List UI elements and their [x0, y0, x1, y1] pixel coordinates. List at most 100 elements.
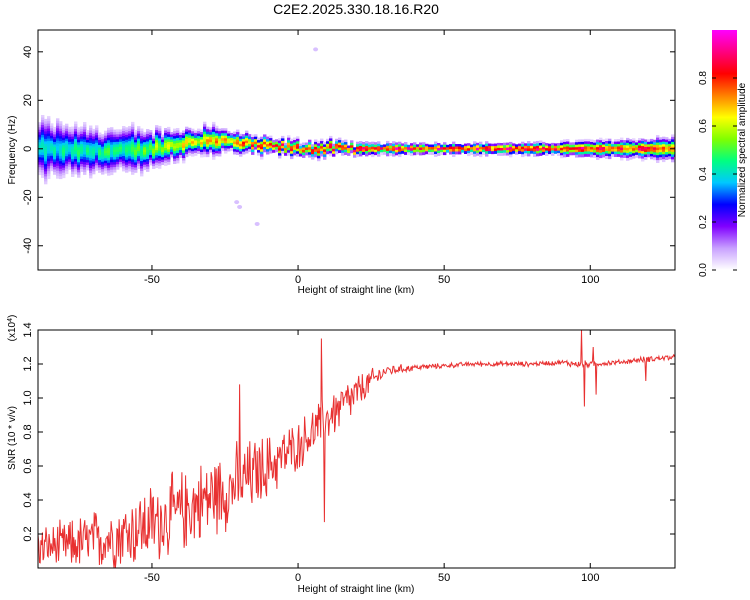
- heatmap-cell: [413, 152, 417, 156]
- heatmap-cell: [44, 176, 48, 180]
- heatmap-cell: [656, 142, 660, 146]
- heatmap-cell: [521, 149, 525, 153]
- heatmap-cell: [644, 139, 648, 143]
- heatmap-cell: [44, 161, 48, 165]
- heatmap-cell: [311, 146, 315, 150]
- heatmap-cell: [170, 132, 174, 135]
- heatmap-cell: [230, 147, 234, 151]
- heatmap-cell: [101, 134, 105, 138]
- heatmap-cell: [155, 142, 159, 146]
- heatmap-cell: [257, 147, 261, 151]
- heatmap-cell: [62, 160, 66, 164]
- heatmap-cell: [65, 143, 69, 147]
- heatmap-cell: [59, 171, 63, 175]
- heatmap-cell: [314, 151, 318, 155]
- heatmap-cell: [95, 125, 99, 129]
- heatmap-cell: [299, 143, 303, 147]
- heatmap-outlier: [234, 200, 240, 205]
- heatmap-cell: [104, 130, 108, 134]
- heatmap-cell: [380, 149, 384, 153]
- heatmap-cell: [356, 151, 360, 155]
- heatmap-cell: [47, 146, 51, 149]
- heatmap-cell: [107, 135, 111, 139]
- heatmap-cell: [485, 151, 489, 155]
- heatmap-cell: [344, 139, 348, 143]
- heatmap-cell: [56, 150, 60, 154]
- heatmap-cell: [191, 146, 195, 150]
- heatmap-cell: [374, 152, 378, 156]
- heatmap-cell: [59, 176, 63, 180]
- heatmap-cell: [239, 151, 243, 155]
- heatmap-cell: [476, 145, 480, 149]
- heatmap-cell: [95, 142, 99, 146]
- heatmap-cell: [65, 138, 69, 142]
- heatmap-cell: [464, 148, 468, 152]
- heatmap-cell: [605, 143, 609, 147]
- heatmap-cell: [107, 160, 111, 164]
- heatmap-cell: [125, 129, 129, 133]
- heatmap-cell: [92, 146, 96, 150]
- heatmap-cell: [272, 139, 276, 143]
- heatmap-cell: [170, 142, 174, 145]
- heatmap-cell: [581, 151, 585, 155]
- heatmap-cell: [83, 164, 87, 168]
- heatmap-cell: [467, 150, 471, 154]
- heatmap-cell: [80, 126, 84, 130]
- heatmap-cell: [83, 149, 87, 153]
- heatmap-cell: [626, 145, 630, 149]
- heatmap-cell: [434, 144, 438, 147]
- heatmap-cell: [158, 125, 162, 129]
- heatmap-cell: [131, 149, 135, 153]
- heatmap-cell: [671, 154, 675, 158]
- heatmap-cell: [578, 141, 582, 145]
- heatmap-cell: [131, 146, 135, 150]
- heatmap-cell: [524, 145, 528, 149]
- heatmap-cell: [197, 143, 201, 147]
- heatmap-cell: [104, 140, 108, 144]
- heatmap-cell: [269, 138, 273, 141]
- heatmap-cell: [38, 129, 42, 133]
- heatmap-cell: [323, 154, 327, 158]
- heatmap-cell: [623, 155, 627, 158]
- colorbar-tick-label: 0.0: [698, 263, 709, 277]
- heatmap-cell: [371, 149, 375, 153]
- heatmap-cell: [437, 145, 441, 149]
- heatmap-cell: [128, 166, 132, 169]
- heatmap-cell: [77, 159, 81, 163]
- heatmap-cell: [671, 156, 675, 160]
- heatmap-cell: [158, 138, 162, 142]
- heatmap-cell: [122, 143, 126, 147]
- heatmap-cell: [41, 142, 45, 146]
- heatmap-cell: [218, 143, 222, 147]
- heatmap-cell: [263, 136, 267, 140]
- heatmap-cell: [254, 139, 258, 143]
- heatmap-cell: [146, 134, 150, 137]
- heatmap-cell: [80, 134, 84, 137]
- heatmap-cell: [155, 127, 159, 131]
- heatmap-cell: [260, 156, 264, 160]
- heatmap-cell: [158, 135, 162, 139]
- heatmap-cell: [590, 149, 594, 153]
- heatmap-cell: [44, 143, 48, 147]
- heatmap-cell: [668, 153, 672, 157]
- heatmap-cell: [206, 136, 210, 140]
- heatmap-cell: [506, 147, 510, 151]
- heatmap-cell: [650, 143, 654, 147]
- heatmap-cell: [140, 163, 144, 167]
- heatmap-cell: [635, 149, 639, 153]
- heatmap-cell: [149, 152, 153, 156]
- heatmap-cell: [539, 150, 543, 154]
- heatmap-cell: [161, 137, 165, 140]
- y-tick-label: 1.2: [22, 356, 34, 371]
- heatmap-cell: [200, 137, 204, 140]
- heatmap-cell: [95, 127, 99, 131]
- heatmap-cell: [236, 132, 240, 135]
- heatmap-cell: [542, 149, 546, 153]
- heatmap-cell: [596, 144, 600, 148]
- heatmap-cell: [638, 140, 642, 144]
- heatmap-cell: [110, 164, 114, 168]
- heatmap-cell: [104, 150, 108, 154]
- heatmap-cell: [185, 151, 189, 155]
- heatmap-cell: [92, 138, 96, 142]
- heatmap-cell: [290, 151, 294, 155]
